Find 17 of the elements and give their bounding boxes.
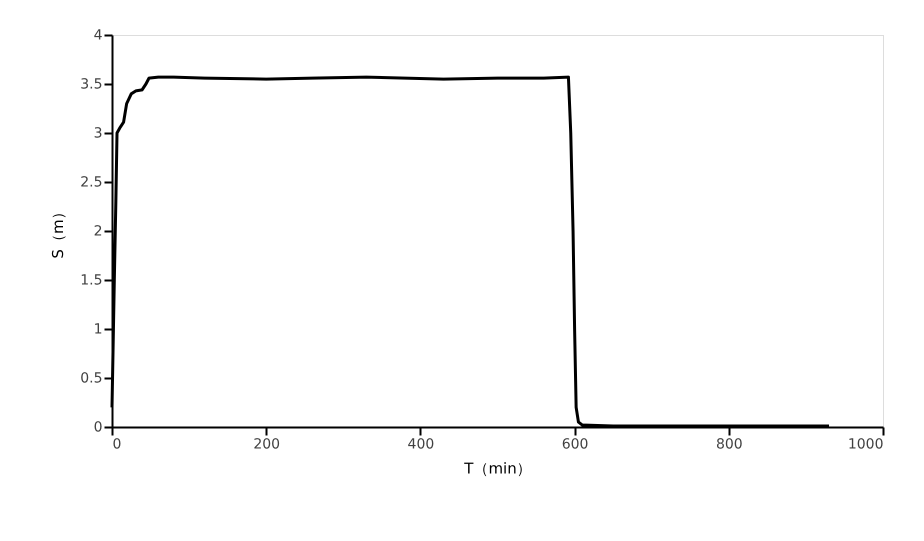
y-tick-label: 2 bbox=[94, 224, 102, 240]
x-tick-label: 400 bbox=[408, 436, 434, 452]
x-axis-title: T（min） bbox=[463, 460, 532, 478]
y-tick-label: 0 bbox=[94, 420, 102, 436]
x-tick-label: 200 bbox=[253, 436, 280, 452]
y-axis-title: S（m） bbox=[49, 204, 68, 259]
x-tick-label: 0 bbox=[112, 436, 122, 452]
y-tick-label: 0.5 bbox=[80, 370, 102, 386]
y-tick-label: 3.5 bbox=[80, 76, 102, 92]
x-tick-label: 1000 bbox=[848, 436, 884, 452]
x-tick-label: 800 bbox=[716, 436, 743, 452]
y-tick-label: 1 bbox=[94, 322, 102, 338]
x-tick-label: 600 bbox=[562, 436, 588, 452]
y-tick-label: 4 bbox=[94, 28, 103, 44]
y-tick-label: 2.5 bbox=[80, 174, 102, 190]
y-tick-label: 3 bbox=[94, 126, 102, 142]
y-tick-label: 1.5 bbox=[80, 272, 102, 288]
